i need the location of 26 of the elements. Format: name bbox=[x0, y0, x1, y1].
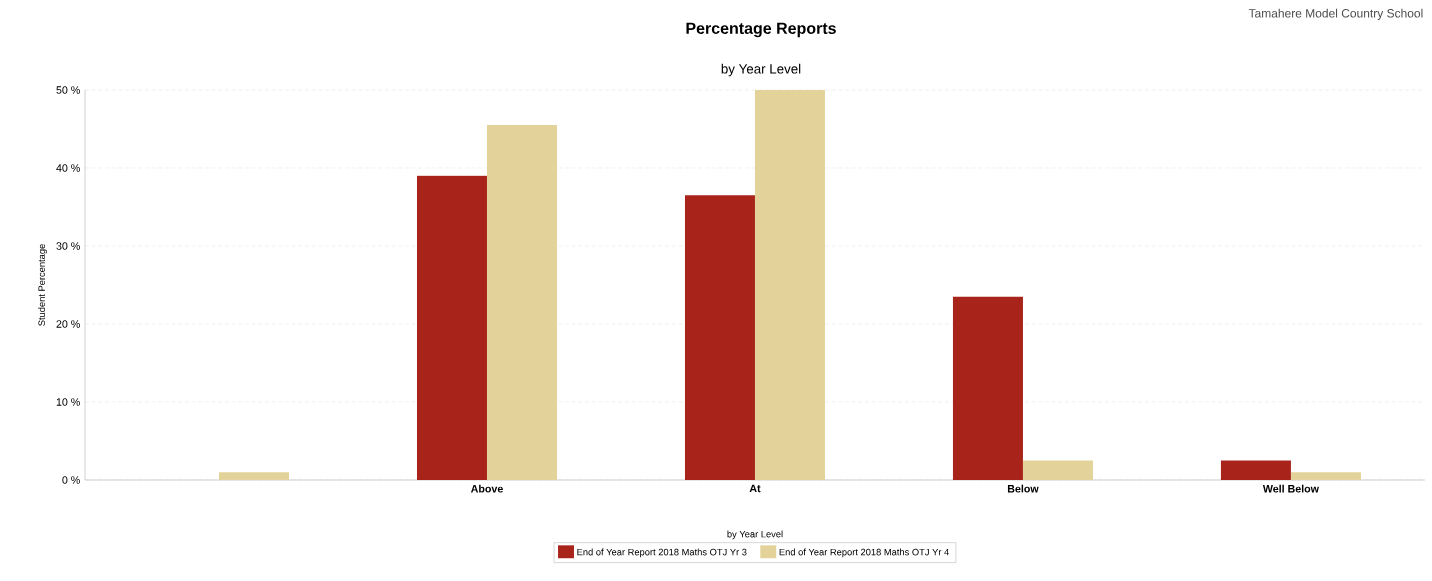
bar bbox=[1022, 460, 1093, 480]
bar bbox=[219, 472, 289, 480]
text: Tamahere Model Country School bbox=[1248, 8, 1423, 20]
x-tick-label: Above bbox=[470, 484, 503, 493]
y-tick-label: 10 % bbox=[56, 398, 80, 406]
x-tick-label: Well Below bbox=[1262, 484, 1320, 493]
y-tick-label: 30 % bbox=[56, 242, 80, 250]
legend-label: End of Year Report 2018 Maths OTJ Yr 3 bbox=[577, 548, 747, 558]
y-tick-label: 0 % bbox=[62, 476, 80, 484]
bar bbox=[684, 195, 755, 480]
y-tick-label: 40 % bbox=[56, 164, 80, 172]
bar bbox=[1220, 460, 1291, 480]
x-tick-label: At bbox=[749, 484, 761, 493]
y-tick-label: 50 % bbox=[56, 86, 80, 94]
chart-title: Percentage Reports bbox=[686, 22, 836, 38]
bar bbox=[486, 125, 557, 480]
chart-subtitle: by Year Level bbox=[721, 63, 801, 77]
legend-title: by Year Level bbox=[727, 530, 783, 540]
y-axis-title: Student Percentage bbox=[38, 244, 47, 326]
bar bbox=[754, 90, 825, 480]
legend-label: End of Year Report 2018 Maths OTJ Yr 4 bbox=[779, 548, 949, 558]
bar bbox=[416, 175, 487, 480]
bar bbox=[1290, 472, 1361, 480]
y-tick-label: 20 % bbox=[56, 320, 80, 328]
x-tick-label: Below bbox=[1007, 484, 1039, 493]
bar bbox=[952, 296, 1023, 480]
